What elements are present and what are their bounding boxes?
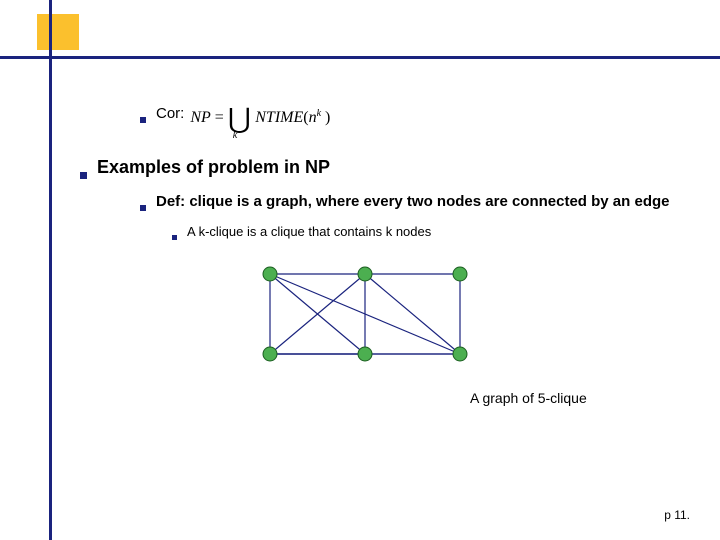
formula-np: NP <box>190 109 210 126</box>
graph-caption: A graph of 5-clique <box>470 390 587 406</box>
decor-blue-hline <box>0 56 720 59</box>
page-number: p 11. <box>664 508 690 522</box>
formula-n: n <box>309 109 317 126</box>
examples-heading: Examples of problem in NP <box>97 157 330 178</box>
def-text: Def: clique is a graph, where every two … <box>156 192 670 212</box>
line-examples: Examples of problem in NP <box>80 157 690 178</box>
line-def: Def: clique is a graph, where every two … <box>140 192 690 212</box>
line-cor: Cor: NP = ⋃kNTIME(nk ) <box>140 100 690 123</box>
decor-blue-vline <box>49 0 52 540</box>
bullet-icon <box>140 205 146 211</box>
bullet-icon <box>80 172 87 179</box>
decor-yellow-box <box>37 14 79 50</box>
graph-svg <box>250 259 480 369</box>
cor-label: Cor: <box>156 105 184 122</box>
formula-sup-k: k <box>317 108 321 119</box>
kclique-text: A k-clique is a clique that contains k n… <box>187 224 431 239</box>
formula-eq: = <box>211 109 228 126</box>
formula-ntime: NTIME <box>255 109 303 126</box>
caption-text: A graph of 5-clique <box>470 390 587 406</box>
clique-graph <box>250 259 690 374</box>
union-icon: ⋃ <box>228 110 251 130</box>
slide-content: Cor: NP = ⋃kNTIME(nk ) Examples of probl… <box>110 100 690 374</box>
paren-close: ) <box>321 109 330 126</box>
footer-text: p 11. <box>664 508 690 522</box>
union-sub: k <box>233 130 237 141</box>
bullet-icon <box>172 235 177 240</box>
bullet-icon <box>140 117 146 123</box>
formula: NP = ⋃kNTIME(nk ) <box>190 104 330 127</box>
line-kclique: A k-clique is a clique that contains k n… <box>172 224 690 239</box>
